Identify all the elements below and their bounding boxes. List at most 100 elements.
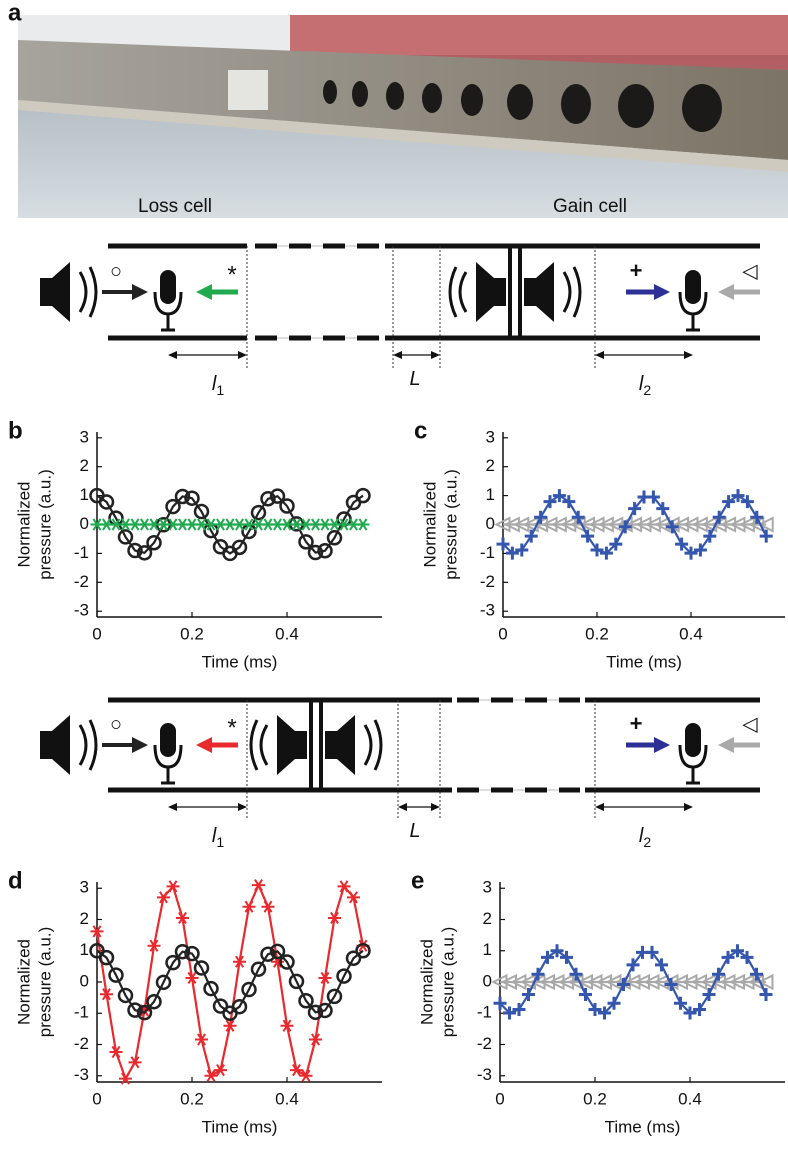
data-point <box>127 1002 143 1018</box>
y-tick-label: 0 <box>80 514 89 533</box>
data-point <box>550 944 564 958</box>
y-tick-label: 1 <box>80 940 89 959</box>
data-point <box>740 495 754 509</box>
x-axis-label: Time (ms) <box>202 652 278 671</box>
y-tick-label: 3 <box>80 878 89 897</box>
dim-label: l2 <box>639 825 651 849</box>
dim-symbol: L <box>409 368 420 390</box>
chart: -3 -2 -1 0 1 2 3 0 0.2 0.4 Time (ms) Normalized pres… <box>8 867 382 1136</box>
data-point <box>675 537 689 551</box>
data-point <box>298 993 314 1009</box>
data-point <box>578 516 596 533</box>
data-point <box>503 1006 516 1020</box>
arrow-head <box>718 737 734 753</box>
symbol: ○ <box>110 260 122 282</box>
data-point <box>174 488 191 505</box>
data-point <box>607 996 621 1010</box>
dim-label: l1 <box>212 373 224 397</box>
x-tick-label: 0 <box>92 1089 101 1108</box>
data-point <box>664 978 678 991</box>
y-tick-label: -1 <box>477 1003 492 1022</box>
data-point <box>317 1002 333 1019</box>
dim-head <box>168 803 247 811</box>
data-point <box>672 516 690 533</box>
data-point <box>581 529 595 543</box>
data-point <box>531 967 545 981</box>
y-axis-label: pressure (a.u.) <box>35 469 54 580</box>
data-point <box>505 546 519 560</box>
data-point <box>643 973 660 991</box>
data-point <box>355 943 371 959</box>
data-point <box>543 495 557 509</box>
data-point <box>557 973 574 991</box>
data-point <box>250 504 267 521</box>
data-point <box>260 491 276 507</box>
data-point <box>579 988 592 1001</box>
data-point <box>719 973 736 991</box>
sound-wave <box>78 724 88 766</box>
x-tick-label: 0.2 <box>585 624 609 643</box>
y-tick-label: 2 <box>486 456 495 475</box>
sound-wave <box>373 719 383 771</box>
data-point <box>693 543 707 557</box>
x-tick-label: 0.4 <box>679 624 703 643</box>
y-axis-label: Normalized <box>14 939 33 1025</box>
y-axis-label: pressure (a.u.) <box>441 469 460 580</box>
data-point <box>108 967 124 983</box>
data-point <box>326 530 343 546</box>
data-point <box>496 537 510 551</box>
data-point <box>128 1056 142 1069</box>
data-point <box>174 943 191 960</box>
x-tick-label: 0.4 <box>275 1089 299 1108</box>
data-point <box>605 973 622 991</box>
data-point <box>691 516 708 533</box>
data-point <box>288 973 305 990</box>
data-point <box>552 489 566 503</box>
data-point <box>491 973 508 991</box>
data-point <box>493 996 507 1010</box>
x-tick-label: 0 <box>92 624 101 643</box>
dim-symbol: L <box>409 820 420 842</box>
arrow-head <box>196 737 212 753</box>
symbol: ◁ <box>742 260 758 282</box>
data-point <box>494 516 511 533</box>
data-point <box>510 973 527 991</box>
data-point <box>127 542 143 559</box>
data-point <box>656 502 670 516</box>
data-point <box>759 988 773 1001</box>
data-point <box>515 543 529 557</box>
y-axis-label: Normalized <box>14 482 33 568</box>
y-axis-label: Normalized <box>420 482 439 568</box>
y-tick-label: 2 <box>80 456 89 475</box>
data-point <box>722 495 736 509</box>
data-point <box>731 944 744 958</box>
data-point <box>336 968 352 984</box>
symbol: * <box>227 714 236 741</box>
x-tick-label: 0.2 <box>180 624 204 643</box>
symbol: * <box>227 261 236 288</box>
data-point <box>307 1004 324 1021</box>
data-point <box>569 967 583 981</box>
photo-label: Gain cell <box>553 196 627 217</box>
speaker-magnet <box>40 731 52 759</box>
data-point <box>652 973 669 991</box>
panel-label: c <box>414 417 427 444</box>
data-point <box>146 534 162 551</box>
data-point <box>512 1003 526 1016</box>
speaker-magnet <box>524 278 536 306</box>
data-point <box>576 973 593 991</box>
data-point <box>166 880 180 893</box>
data-point <box>147 939 161 952</box>
x-tick-label: 0.2 <box>583 1089 607 1108</box>
y-axis-label: Normalized <box>417 939 436 1025</box>
data-point <box>326 988 343 1005</box>
data-point <box>500 973 517 991</box>
data-point <box>550 516 567 533</box>
sound-wave <box>78 271 88 313</box>
data-point <box>347 891 360 904</box>
dim-subscript: 2 <box>643 834 651 850</box>
data-point <box>541 950 554 964</box>
mic-capsule <box>160 270 176 304</box>
data-point <box>599 546 613 560</box>
